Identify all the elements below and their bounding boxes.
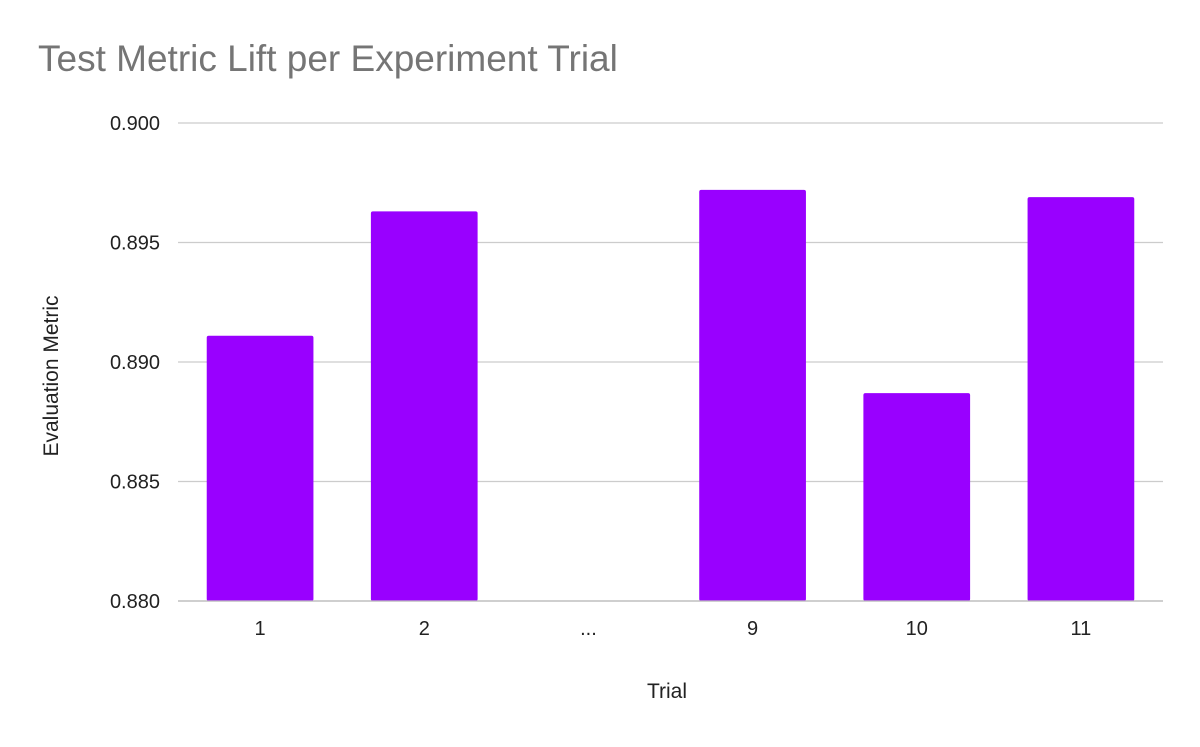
x-axis-ticks: 1 2... 9 10 11 [255,618,1092,640]
chart-title: Test Metric Lift per Experiment Trial [38,38,618,79]
bar-10 [863,393,971,601]
gridlines [178,122,1163,602]
y-tick-label: 0.900 [110,113,160,135]
x-tick-label: 11 [1071,618,1092,640]
y-tick-label: 0.890 [110,352,160,374]
bar-11 [1027,197,1135,601]
y-axis-ticks: 0.880 0.885 0.890 0.895 0.900 [110,113,160,613]
x-tick-label: 10 [906,618,928,640]
x-tick-label: ... [580,618,597,640]
y-tick-label: 0.895 [110,233,160,255]
y-axis-label: Evaluation Metric [40,295,63,456]
bar-2 [370,211,478,601]
x-tick-label: 9 [747,618,758,640]
bar-9 [699,189,806,602]
x-tick-label: 1 [255,618,266,640]
bar-1 [206,335,314,601]
bars [178,189,1163,602]
y-tick-label: 0.880 [110,591,160,613]
x-tick-label: 2 [419,618,430,640]
x-axis-label: Trial [647,680,687,703]
y-tick-label: 0.885 [110,472,160,494]
